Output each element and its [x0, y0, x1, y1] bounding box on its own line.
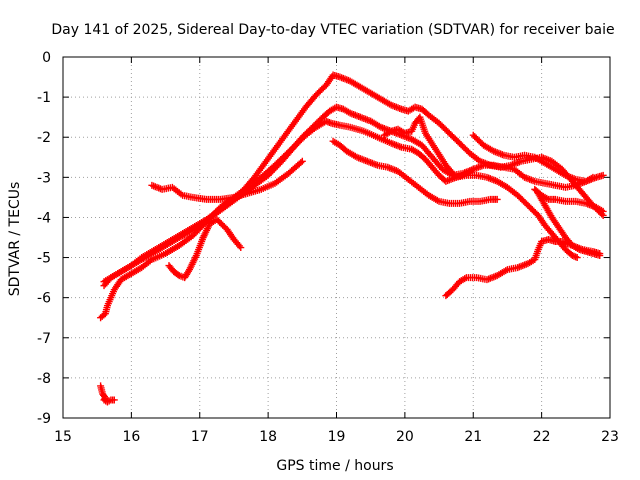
grid-lines	[63, 57, 610, 418]
data-point	[267, 168, 275, 176]
data-point	[269, 167, 277, 175]
x-tick-label: 19	[328, 429, 346, 445]
series-arc-7	[329, 137, 501, 207]
data-point	[298, 157, 306, 165]
x-tick-label: 17	[191, 429, 209, 445]
data-point	[272, 164, 280, 172]
axis-ticks	[62, 56, 611, 419]
data-point	[110, 396, 118, 404]
data-point	[273, 162, 281, 170]
y-tick-label: -8	[37, 371, 51, 387]
x-tick-label: 23	[601, 429, 619, 445]
series-arc-8	[380, 113, 477, 181]
data-point	[599, 207, 607, 215]
x-tick-label: 20	[396, 429, 414, 445]
y-tick-label: -3	[37, 170, 51, 186]
y-tick-labels: 0 -1 -2 -3 -4 -5 -6 -7 -8 -9	[37, 50, 51, 427]
y-tick-label: -1	[37, 90, 51, 106]
x-tick-label: 22	[533, 429, 551, 445]
series-arc-9	[442, 236, 604, 300]
data-point	[493, 195, 501, 203]
data-point	[275, 160, 283, 168]
y-tick-label: -7	[37, 331, 51, 347]
x-tick-label: 15	[54, 429, 72, 445]
series-arc-4	[100, 71, 607, 290]
series-arc-2	[97, 117, 581, 322]
y-tick-label: -4	[37, 210, 51, 226]
y-axis-label: SDTVAR / TECUs	[7, 182, 23, 297]
data-point	[599, 171, 607, 179]
chart-title: Day 141 of 2025, Sidereal Day-to-day VTE…	[51, 22, 614, 38]
data-point	[237, 244, 245, 252]
data-point	[264, 171, 272, 179]
series-arc-6	[165, 215, 245, 282]
data-point	[235, 242, 243, 250]
series-arc-10	[469, 131, 607, 185]
x-tick-labels: 15 16 17 18 19 20 21 22 23	[54, 429, 619, 445]
y-tick-label: -5	[37, 251, 51, 267]
y-tick-label: -2	[37, 130, 51, 146]
data-point	[270, 165, 278, 173]
y-tick-label: -6	[37, 291, 51, 307]
y-tick-label: -9	[37, 411, 51, 427]
x-tick-label: 16	[122, 429, 140, 445]
x-tick-label: 21	[464, 429, 482, 445]
x-tick-label: 18	[259, 429, 277, 445]
data-point	[297, 159, 305, 167]
series-arc-3	[100, 103, 597, 286]
data-point	[469, 165, 477, 173]
data-point	[189, 231, 197, 239]
series-arc-12	[534, 189, 604, 260]
data-point	[573, 254, 581, 262]
y-tick-label: 0	[42, 50, 51, 66]
x-axis-label: GPS time / hours	[276, 458, 393, 474]
data-point	[266, 170, 274, 178]
data-point	[596, 252, 604, 260]
series-arc-5	[148, 157, 306, 203]
data-points	[97, 71, 607, 406]
series-arc-1	[97, 382, 118, 406]
